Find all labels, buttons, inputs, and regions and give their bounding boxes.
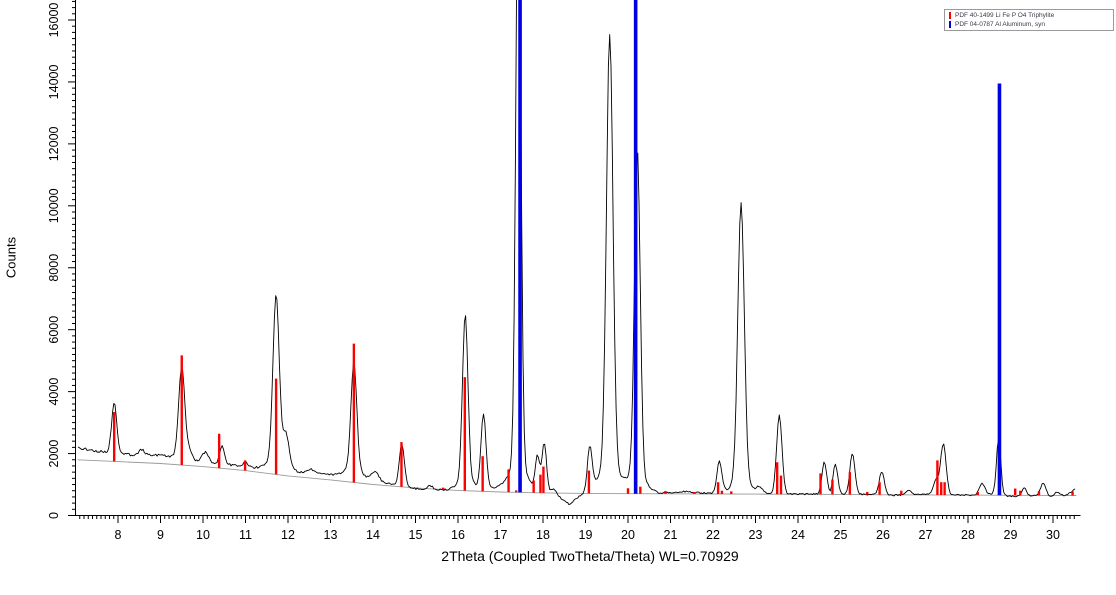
pdf-40-1499-lifepo4-triphylite-sticks [112,343,1074,496]
measured-pattern-curve [77,0,1076,506]
svg-text:19: 19 [579,528,593,542]
svg-text:16: 16 [451,528,465,542]
svg-text:28: 28 [961,528,975,542]
svg-text:8000: 8000 [47,254,61,282]
svg-text:12000: 12000 [47,126,61,161]
legend-label-aluminum: PDF 04-0787 Al Aluminum, syn [955,21,1045,28]
svg-text:11: 11 [239,528,252,542]
svg-text:9: 9 [157,528,164,542]
svg-text:13: 13 [324,528,338,542]
svg-text:15: 15 [409,528,423,542]
svg-text:16000: 16000 [47,3,61,38]
svg-text:24: 24 [791,528,805,542]
svg-text:8: 8 [115,528,122,542]
svg-text:21: 21 [664,528,678,542]
svg-text:17: 17 [494,528,508,542]
svg-text:14: 14 [366,528,380,542]
svg-text:14000: 14000 [47,65,61,100]
pdf-04-0787-al-aluminum-sticks [518,0,1002,496]
svg-text:20: 20 [621,528,635,542]
legend-label-triphylite: PDF 40-1499 Li Fe P O4 Triphylite [955,12,1055,19]
svg-text:26: 26 [876,528,890,542]
svg-text:10000: 10000 [47,188,61,223]
svg-text:29: 29 [1004,528,1018,542]
legend: PDF 40-1499 Li Fe P O4 Triphylite PDF 04… [944,9,1114,31]
legend-item-triphylite[interactable]: PDF 40-1499 Li Fe P O4 Triphylite [947,11,1111,20]
y-axis-title: Counts [3,236,19,279]
svg-text:12: 12 [281,528,295,542]
red-stick-marker-icon [949,12,951,19]
svg-text:10: 10 [196,528,210,542]
background-curve [77,459,1077,496]
x-axis-title: 2Theta (Coupled TwoTheta/Theta) WL=0.709… [441,548,739,564]
blue-stick-marker-icon [949,21,951,28]
svg-text:22: 22 [706,528,720,542]
svg-text:6000: 6000 [47,316,61,344]
svg-text:0: 0 [47,512,61,519]
svg-text:23: 23 [749,528,763,542]
svg-text:25: 25 [834,528,848,542]
svg-text:4000: 4000 [47,378,61,406]
legend-item-aluminum[interactable]: PDF 04-0787 Al Aluminum, syn [947,20,1111,29]
svg-text:27: 27 [919,528,933,542]
axes: 8 9 10 11 12 13 14 15 16 17 18 19 20 21 22 23 24 25 26 27 28… [47,0,1081,542]
svg-text:30: 30 [1046,528,1060,542]
svg-text:2000: 2000 [47,440,61,468]
svg-text:18: 18 [536,528,550,542]
